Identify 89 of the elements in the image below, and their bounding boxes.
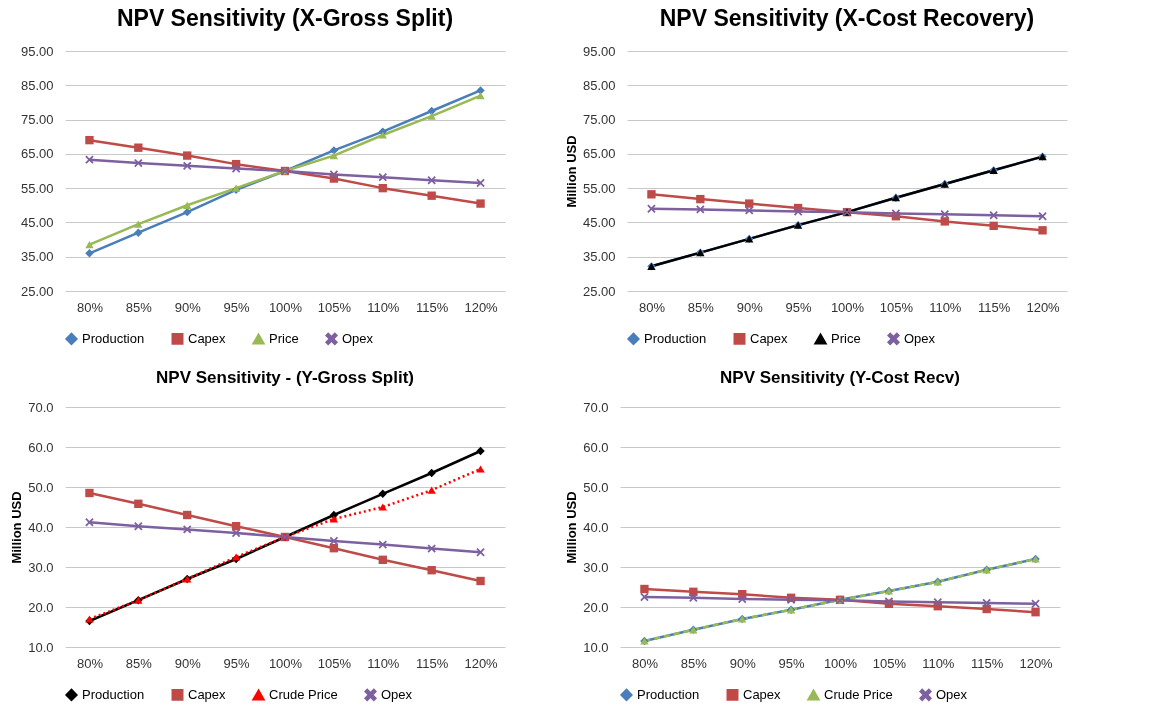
x-tick-label: 95% [223,299,251,315]
y-tick-label: 25.00 [582,283,616,299]
x-tick-label: 80% [631,655,659,671]
x-tick-label: 115% [978,299,1011,315]
legend-label: Capex [750,330,789,346]
y-tick-label: 35.00 [582,249,616,265]
x-tick-label: 90% [174,655,202,671]
chart-title: NPV Sensitivity (X-Cost Recovery) [659,5,1035,31]
y-axis-title: Million USD [563,135,579,208]
legend-label: Opex [381,686,413,702]
x-tick-label: 110% [922,655,955,671]
y-tick-label: 70.0 [28,399,54,415]
x-tick-label: 120% [1026,299,1061,315]
x-tick-label: 100% [823,655,858,671]
legend-label: Opex [904,330,936,346]
x-tick-label: 80% [76,299,104,315]
x-tick-label: 85% [125,655,153,671]
x-tick-label: 95% [778,655,806,671]
x-tick-label: 100% [268,299,303,315]
legend-label: Capex [188,330,227,346]
y-tick-label: 60.0 [28,439,54,455]
y-tick-label: 45.00 [20,214,54,230]
x-tick-label: 115% [416,655,449,671]
x-tick-label: 100% [268,655,303,671]
x-tick-label: 90% [729,655,757,671]
y-tick-label: 20.0 [28,599,54,615]
x-tick-label: 80% [76,655,104,671]
x-tick-label: 85% [680,655,708,671]
y-tick-label: 20.0 [583,599,609,615]
legend-label: Price [269,331,299,347]
chart-title: NPV Sensitivity (X-Gross Split) [116,5,454,31]
y-axis-title: Million USD [9,491,25,564]
y-tick-label: 40.0 [583,519,609,535]
y-tick-label: 75.00 [582,112,616,128]
y-tick-label: 45.00 [582,214,616,230]
x-tick-label: 110% [367,299,400,315]
y-tick-label: 10.0 [28,639,54,655]
y-tick-label: 55.00 [20,180,54,196]
x-tick-label: 95% [785,299,813,315]
legend-label: Capex [743,686,782,702]
y-tick-label: 50.0 [583,479,609,495]
x-tick-label: 85% [125,299,153,315]
y-tick-label: 40.0 [28,519,54,535]
x-tick-label: 120% [464,655,499,671]
y-tick-label: 30.0 [583,559,609,575]
x-tick-label: 105% [317,299,352,315]
legend-label: Crude Price [269,687,338,703]
y-tick-label: 30.0 [28,559,54,575]
y-tick-label: 70.0 [583,399,609,415]
y-axis-title: Million USD [564,491,580,564]
legend-label: Opex [936,686,968,702]
y-tick-label: 55.00 [582,180,616,196]
x-tick-label: 115% [971,655,1004,671]
legend-label: Opex [342,330,374,346]
legend-label: Production [637,686,700,702]
y-tick-label: 65.00 [582,146,616,162]
x-tick-label: 110% [367,655,400,671]
legend-label: Capex [188,686,227,702]
chart-title: NPV Sensitivity - (Y-Gross Split) [156,368,414,387]
legend-label: Crude Price [824,687,893,703]
x-tick-label: 90% [174,299,202,315]
x-tick-label: 90% [736,299,764,315]
y-tick-label: 50.0 [28,479,54,495]
x-tick-label: 115% [416,299,449,315]
x-tick-label: 110% [929,299,962,315]
y-tick-label: 85.00 [20,77,54,93]
y-tick-label: 95.00 [20,43,54,59]
chart-title: NPV Sensitivity (Y-Cost Recv) [720,368,960,387]
y-tick-label: 35.00 [20,249,54,265]
y-tick-label: 75.00 [20,112,54,128]
x-tick-label: 120% [464,299,499,315]
x-tick-label: 105% [879,299,914,315]
y-tick-label: 65.00 [20,146,54,162]
y-tick-label: 85.00 [582,77,616,93]
legend-label: Price [831,331,861,347]
y-tick-label: 10.0 [583,639,609,655]
x-tick-label: 120% [1019,655,1054,671]
legend-label: Production [644,330,707,346]
legend-label: Production [82,330,145,346]
x-tick-label: 105% [317,655,352,671]
y-tick-label: 60.0 [583,439,609,455]
x-tick-label: 95% [223,655,251,671]
x-tick-label: 85% [687,299,715,315]
x-tick-label: 100% [830,299,865,315]
legend-label: Production [82,686,145,702]
y-tick-label: 25.00 [20,283,54,299]
x-tick-label: 80% [638,299,666,315]
x-tick-label: 105% [872,655,907,671]
y-tick-label: 95.00 [582,43,616,59]
